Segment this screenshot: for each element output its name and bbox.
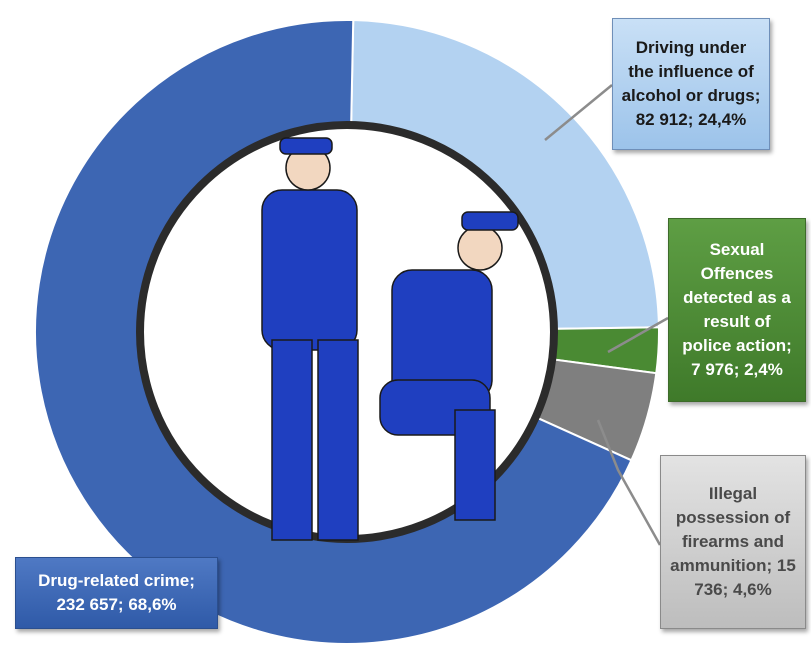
separator: ; xyxy=(688,110,698,129)
percent-labels: 68,6% xyxy=(128,595,176,614)
data-label: Drug-related crime; 232 657; 68,6% xyxy=(24,569,209,617)
percent-labels: 4,6% xyxy=(733,580,772,599)
separator: ; xyxy=(755,86,765,105)
separator: ; xyxy=(189,571,199,590)
data-label: Sexual Offences detected as a result of … xyxy=(677,238,797,382)
label-box: Drug-related crime; 232 657; 68,6% xyxy=(15,557,218,629)
value-labels: 7 976 xyxy=(691,360,734,379)
label-box: Illegal possession of firearms and ammun… xyxy=(660,455,806,629)
categories: Sexual Offences detected as a result of … xyxy=(682,240,795,355)
categories: Driving under the influence of alcohol o… xyxy=(622,38,759,105)
separator: ; xyxy=(723,580,733,599)
value-labels: 232 657 xyxy=(56,595,117,614)
separator: ; xyxy=(118,595,128,614)
label-box: Sexual Offences detected as a result of … xyxy=(668,218,806,402)
separator: ; xyxy=(767,556,777,575)
value-labels: 82 912 xyxy=(636,110,688,129)
categories: Drug-related crime xyxy=(38,571,189,590)
percent-labels: 24,4% xyxy=(698,110,746,129)
separator: ; xyxy=(734,360,744,379)
separator: ; xyxy=(786,336,796,355)
percent-labels: 2,4% xyxy=(744,360,783,379)
chart: Driving under the influence of alcohol o… xyxy=(0,0,811,648)
data-label: Driving under the influence of alcohol o… xyxy=(621,36,761,132)
data-label: Illegal possession of firearms and ammun… xyxy=(669,482,797,602)
label-box: Driving under the influence of alcohol o… xyxy=(612,18,770,150)
